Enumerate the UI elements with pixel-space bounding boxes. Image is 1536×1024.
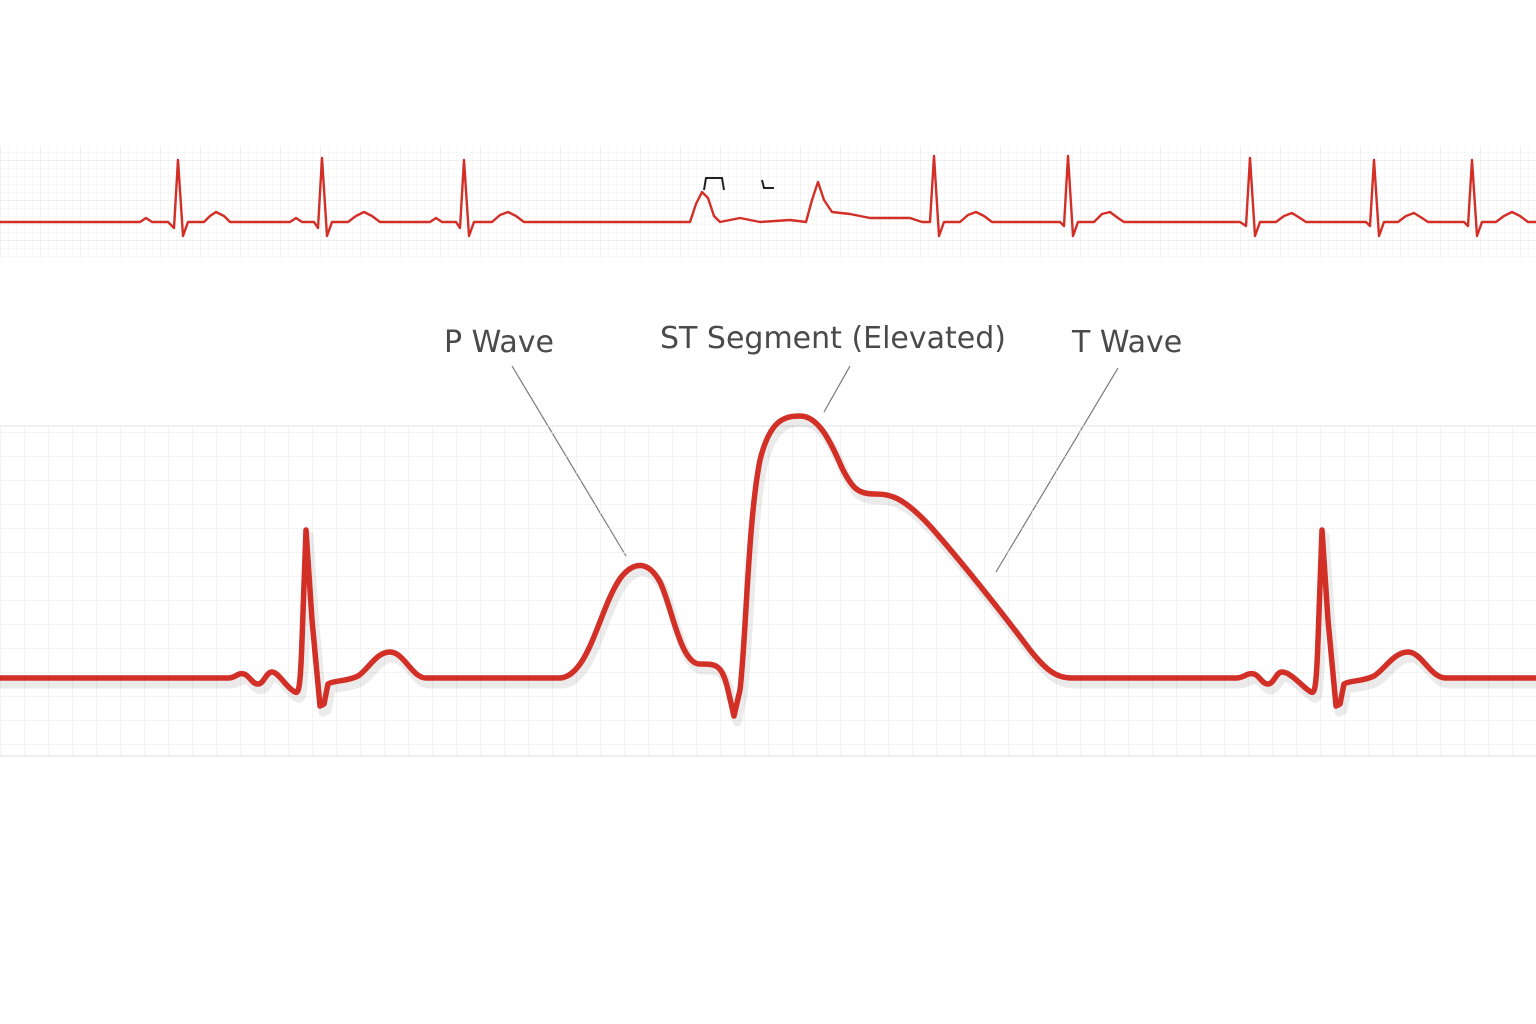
rhythm-strip-trace (0, 154, 1536, 238)
st-segment-label: ST Segment (Elevated) (660, 321, 1006, 356)
p-wave-label: P Wave (444, 325, 554, 360)
rhythm-strip-artifact (761, 179, 774, 189)
main-ecg-strip (0, 413, 1536, 757)
main-ecg-trace (0, 413, 1536, 719)
rhythm-strip-grid (0, 146, 1536, 258)
main-strip-grid (0, 426, 1536, 756)
t-wave-label: T Wave (1071, 325, 1182, 360)
rhythm-strip (0, 146, 1536, 258)
st-segment-leader-line (823, 365, 851, 413)
rhythm-strip-artifact (703, 177, 725, 191)
